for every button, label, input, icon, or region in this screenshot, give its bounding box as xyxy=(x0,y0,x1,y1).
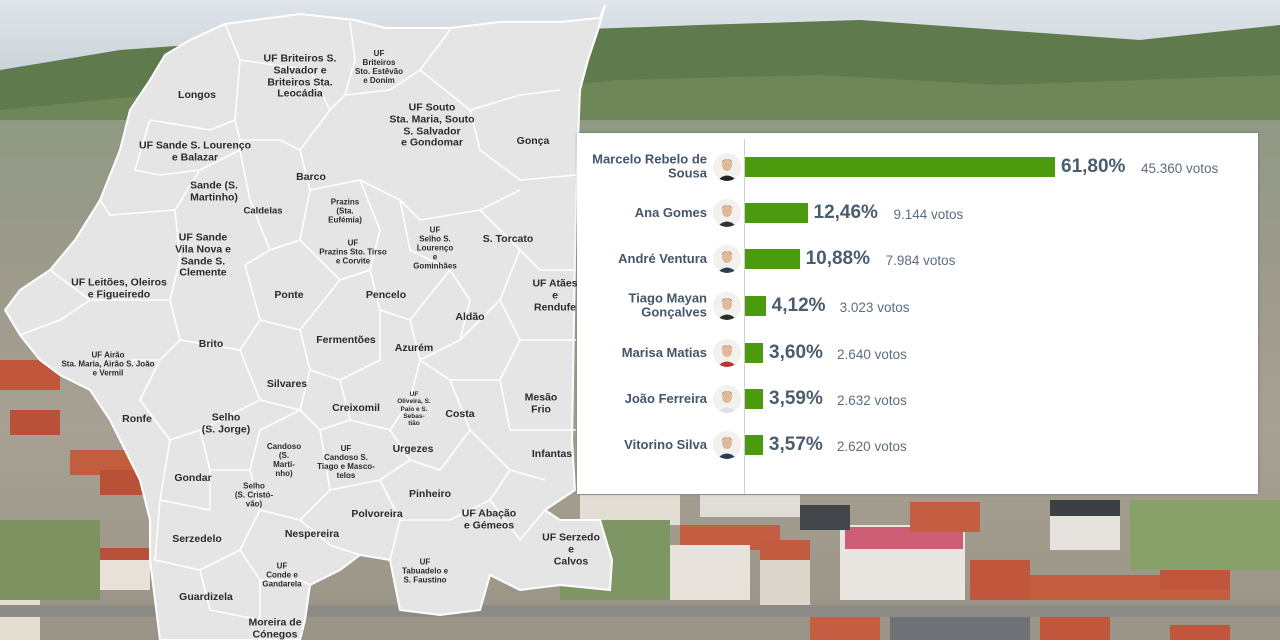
parish-label: Ronfe xyxy=(122,413,152,426)
parish-label: Azurém xyxy=(394,342,434,355)
parish-label: UF Candoso S. Tiago e Masco- telos xyxy=(317,444,375,480)
vote-share-bar xyxy=(745,435,763,455)
candidate-portrait-icon xyxy=(713,385,741,413)
parish-label: Caldelas xyxy=(243,205,283,217)
parish-label: Guardizela xyxy=(179,591,233,604)
parish-label: Moreira de Cónegos xyxy=(248,616,302,640)
parish-label: UF Selho S. Lourenço e Gominhães xyxy=(413,225,457,271)
parish-label: Candoso (S. Marti- nho) xyxy=(266,442,302,478)
vote-percentage-label: 61,80% xyxy=(1061,156,1126,177)
parish-label: UF Sande Vila Nova e Sande S. Clemente xyxy=(175,231,231,279)
parish-label: Pencelo xyxy=(365,289,407,302)
candidate-row: Tiago Mayan Gonçalves 4,12% 3.023 votos xyxy=(577,284,1258,328)
candidate-name: Vitorino Silva xyxy=(624,436,707,452)
parish-label: Polvoreira xyxy=(351,508,403,521)
parish-label: Selho (S. Cristó- vão) xyxy=(234,481,274,509)
parish-label: Urgezes xyxy=(392,443,434,456)
candidate-portrait-icon xyxy=(713,431,741,459)
candidate-row: Marcelo Rebelo de Sousa 61,80% 45.360 voto… xyxy=(577,145,1258,189)
parish-label: Gondar xyxy=(174,472,212,485)
vote-percentage-label: 10,88% xyxy=(805,248,871,269)
parish-label: UF Briteiros S. Salvador e Briteiros Sta… xyxy=(263,52,337,100)
parish-label: UF Atães e Rendufe xyxy=(532,277,578,313)
candidate-row: Ana Gomes 12,46% 9.144 votos xyxy=(577,191,1258,235)
results-chart: Marcelo Rebelo de Sousa 61,80% 45.360 voto… xyxy=(577,133,1258,494)
candidate-name: João Ferreira xyxy=(624,390,707,406)
parish-label: Gonça xyxy=(516,135,550,148)
candidate-portrait-icon xyxy=(713,153,741,181)
vote-percentage-label: 3,59% xyxy=(769,388,823,409)
chart-axis xyxy=(744,139,745,494)
candidate-row: João Ferreira 3,59% 2.632 votos xyxy=(577,377,1258,421)
parish-label: Serzedelo xyxy=(172,533,222,546)
parish-label: Nespereira xyxy=(284,528,340,541)
parish-label: UF Leitões, Oleiros e Figueiredo xyxy=(71,276,167,300)
candidate-name: André Ventura xyxy=(618,250,707,266)
candidate-portrait-icon xyxy=(713,292,741,320)
parish-label: UF Oliveira, S. Paio e S. Sebas- tião xyxy=(397,390,431,427)
parish-label: Aldão xyxy=(455,311,485,324)
candidate-name: Marcelo Rebelo de Sousa xyxy=(592,151,707,181)
parish-label: Longos xyxy=(178,89,216,102)
parish-label: UF Tabuadelo e S. Faustino xyxy=(401,557,449,585)
parish-label: UF Souto Sta. Maria, Souto S. Salvador e… xyxy=(389,101,475,149)
candidate-name: Ana Gomes xyxy=(634,204,707,220)
vote-percentage-label: 4,12% xyxy=(771,295,826,316)
parish-label: UF Briteiros Sto. Estêvão e Donim xyxy=(354,49,404,85)
vote-count-label: 2.640 votos xyxy=(837,347,907,362)
parish-label: Barco xyxy=(296,171,326,184)
vote-share-bar xyxy=(745,203,808,223)
parish-map xyxy=(3,4,614,640)
parish-label: Selho (S. Jorge) xyxy=(201,411,251,435)
parish-label: Costa xyxy=(445,408,475,421)
vote-share-bar xyxy=(745,389,763,409)
candidate-portrait-icon xyxy=(713,339,741,367)
parish-label: Silvares xyxy=(266,378,308,391)
parish-label: UF Airão Sta. Maria, Airão S. João e Ver… xyxy=(61,350,155,378)
vote-share-bar xyxy=(745,343,764,363)
vote-count-label: 9.144 votos xyxy=(893,207,964,222)
parish-label: UF Sande S. Lourenço e Balazar xyxy=(138,139,252,163)
parish-label: Creixomil xyxy=(332,402,380,415)
candidate-row: André Ventura 10,88% 7.984 votos xyxy=(577,237,1258,281)
parish-label: Infantas xyxy=(531,448,573,461)
vote-count-label: 2.632 votos xyxy=(837,393,907,408)
parish-borders xyxy=(19,21,577,621)
parish-label: Prazins (Sta. Eufémia) xyxy=(328,197,362,225)
candidate-portrait-icon xyxy=(713,245,741,273)
vote-share-bar xyxy=(745,157,1055,177)
vote-percentage-label: 12,46% xyxy=(813,202,878,223)
candidate-row: Marisa Matias 3,60% 2.640 votos xyxy=(577,331,1258,375)
parish-label: Pinheiro xyxy=(408,488,452,501)
vote-count-label: 7.984 votos xyxy=(885,253,956,268)
parish-label: UF Abação e Gémeos xyxy=(461,507,517,531)
candidate-name: Marisa Matias xyxy=(621,344,707,360)
parish-label: Ponte xyxy=(274,289,304,302)
vote-share-bar xyxy=(745,296,766,316)
candidate-row: Vitorino Silva 3,57% 2.620 votos xyxy=(577,423,1258,467)
vote-percentage-label: 3,57% xyxy=(768,434,823,455)
candidate-portrait-icon xyxy=(713,199,741,227)
vote-count-label: 3.023 votos xyxy=(839,300,910,315)
parish-label: UF Serzedo e Calvos xyxy=(542,531,600,567)
parish-label: Mesão Frio xyxy=(524,391,558,415)
map-outline xyxy=(3,4,614,640)
parish-label: Brito xyxy=(198,338,224,351)
parish-label: Fermentões xyxy=(316,334,376,347)
parish-label: UF Conde e Gandarela xyxy=(262,561,302,589)
parish-label: UF Prazins Sto. Tirso e Corvite xyxy=(319,238,387,266)
parish-label: S. Torcato xyxy=(482,233,534,246)
vote-share-bar xyxy=(745,249,800,269)
vote-count-label: 45.360 votos xyxy=(1141,161,1219,176)
vote-percentage-label: 3,60% xyxy=(769,342,823,363)
parish-label: Sande (S. Martinho) xyxy=(190,179,238,203)
vote-count-label: 2.620 votos xyxy=(836,439,907,454)
candidate-name: Tiago Mayan Gonçalves xyxy=(628,290,707,320)
